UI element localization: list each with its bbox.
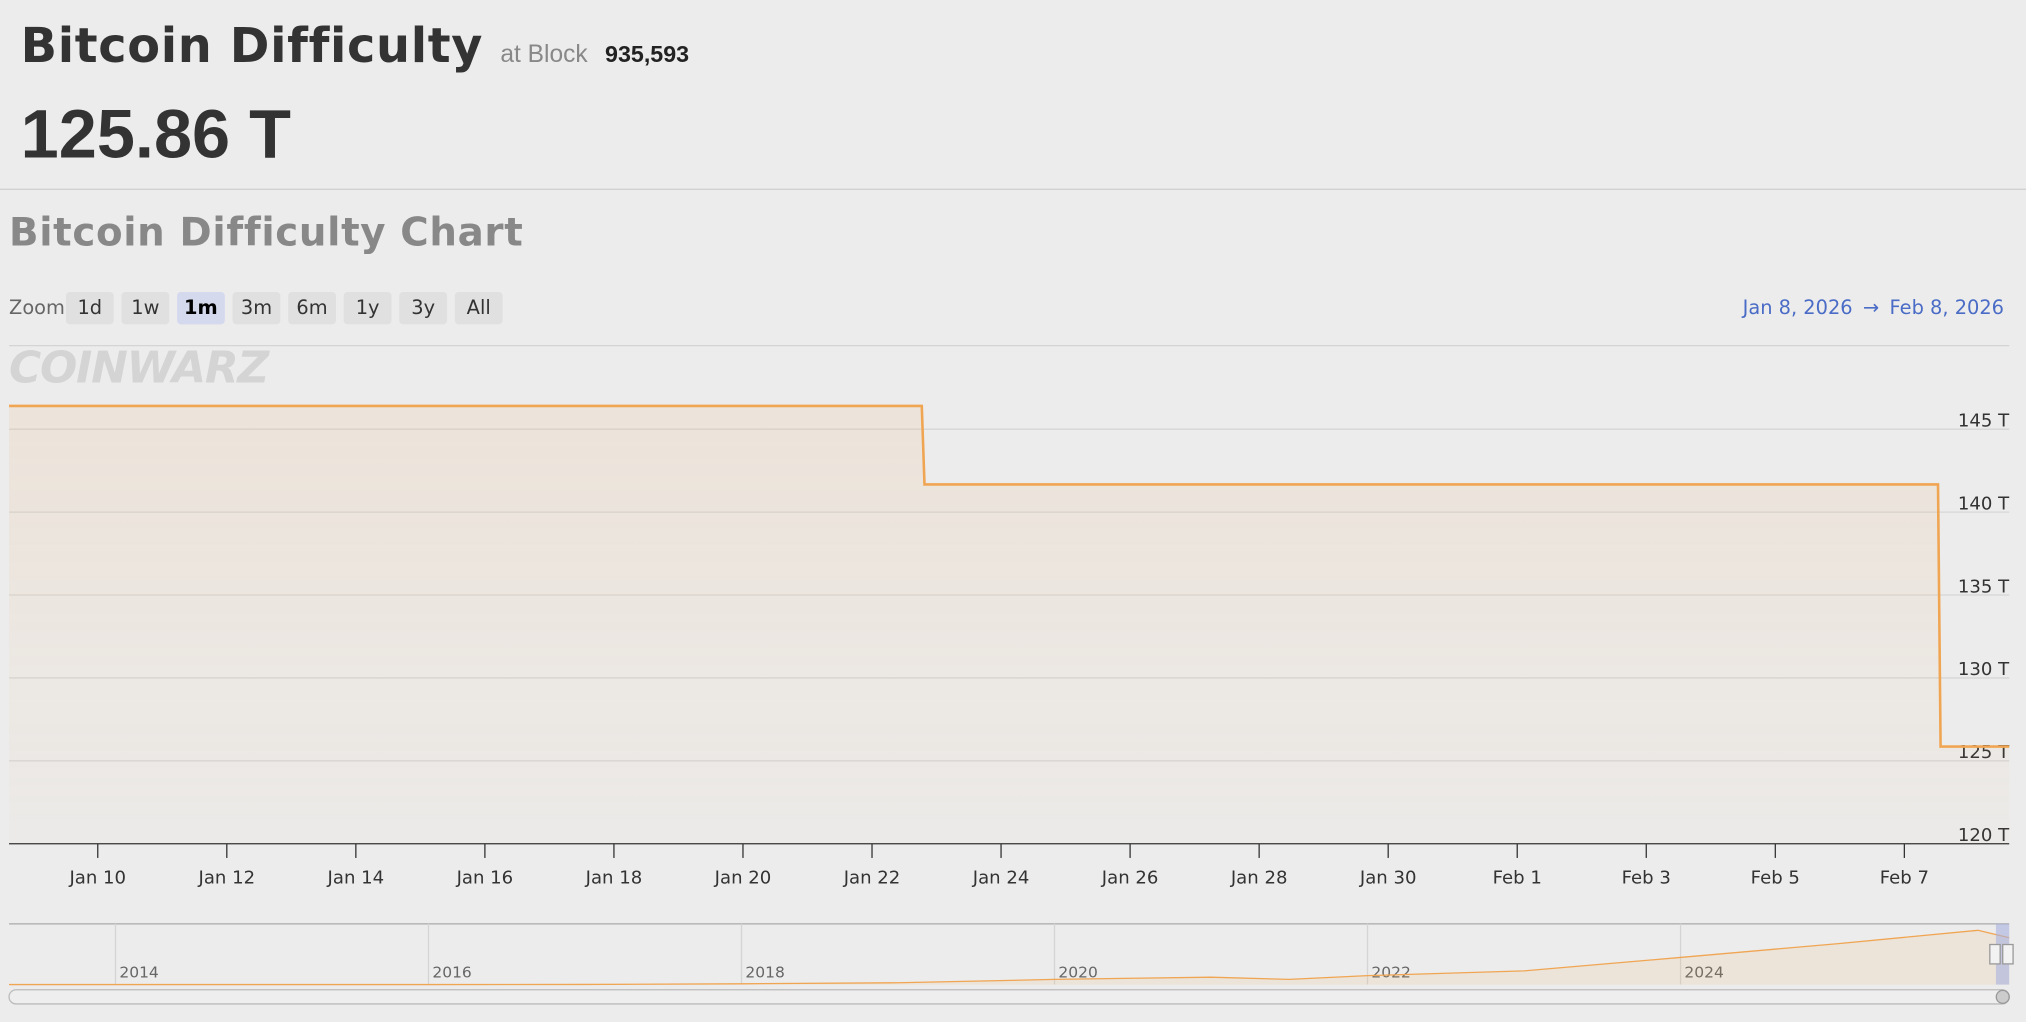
zoom-button[interactable]: 3m [232,292,281,325]
zoom-button[interactable]: 6m [288,292,336,325]
x-tick-label: Jan 10 [68,868,126,889]
x-tick-label: Jan 18 [585,868,643,889]
x-tick-label: Feb 7 [1880,868,1929,889]
navigator-tick-label: 2018 [745,963,784,981]
y-tick-label: 135 T [1958,576,2010,597]
x-tick-label: Jan 24 [972,868,1030,889]
x-tick-label: Feb 3 [1622,868,1671,889]
page-title: Bitcoin Difficulty at Block 935,593 [21,18,689,74]
navigator-area [9,930,2010,985]
y-tick-label: 140 T [1958,493,2010,514]
x-tick-label: Jan 16 [456,868,514,889]
navigator-tick-label: 2024 [1684,963,1723,981]
title-text: Bitcoin Difficulty [20,18,484,74]
zoom-button[interactable]: 1y [343,292,392,325]
zoom-label: Zoom [9,295,65,320]
navigator-tick-label: 2020 [1058,963,1097,981]
line [9,404,2010,748]
x-tick-label: Jan 14 [327,868,385,889]
x-tick-label: Jan 12 [197,868,255,889]
x-tick-label: Jan 20 [714,868,772,889]
range-to[interactable]: Feb 8, 2026 [1889,295,2005,320]
watermark: COINWARZ [9,342,269,395]
zoom-button[interactable]: 1d [65,292,114,325]
navigator-handle[interactable] [2002,943,2014,965]
x-tick-label: Jan 30 [1359,868,1417,889]
range-arrow: → [1862,295,1880,320]
zoom-button[interactable]: 1m [177,292,225,325]
range-from[interactable]: Jan 8, 2026 [1742,295,1853,320]
navigator-handle[interactable] [1989,943,2001,965]
navigator-tick-label: 2016 [432,963,471,981]
x-tick-label: Jan 28 [1230,868,1288,889]
x-tick-label: Feb 5 [1751,868,1800,889]
scrollbar-thumb [1995,989,2010,1004]
at-label: at Block [500,41,588,69]
block-number: 935,593 [605,41,690,68]
y-tick-label: 145 T [1958,410,2010,431]
zoom-button[interactable]: 3y [399,292,448,325]
y-tick-label: 130 T [1958,659,2010,680]
x-tick-label: Feb 1 [1493,868,1542,889]
divider [0,188,2026,190]
divider [9,344,2010,347]
area [9,405,2010,844]
chart-title: Bitcoin Difficulty Chart [9,210,524,256]
navigator-tick-label: 2022 [1371,963,1410,981]
date-range: Jan 8, 2026 → Feb 8, 2026 [1732,296,2004,319]
zoom-button[interactable]: 1w [121,292,170,325]
zoom-button[interactable]: All [454,292,503,325]
navigator-line [9,929,2010,986]
navigator-tick-label: 2014 [119,963,158,981]
current-difficulty: 125.86 T [20,96,292,174]
x-tick-label: Jan 26 [1101,868,1159,889]
scrollbar[interactable] [8,989,2010,1005]
x-tick-label: Jan 22 [843,868,901,889]
